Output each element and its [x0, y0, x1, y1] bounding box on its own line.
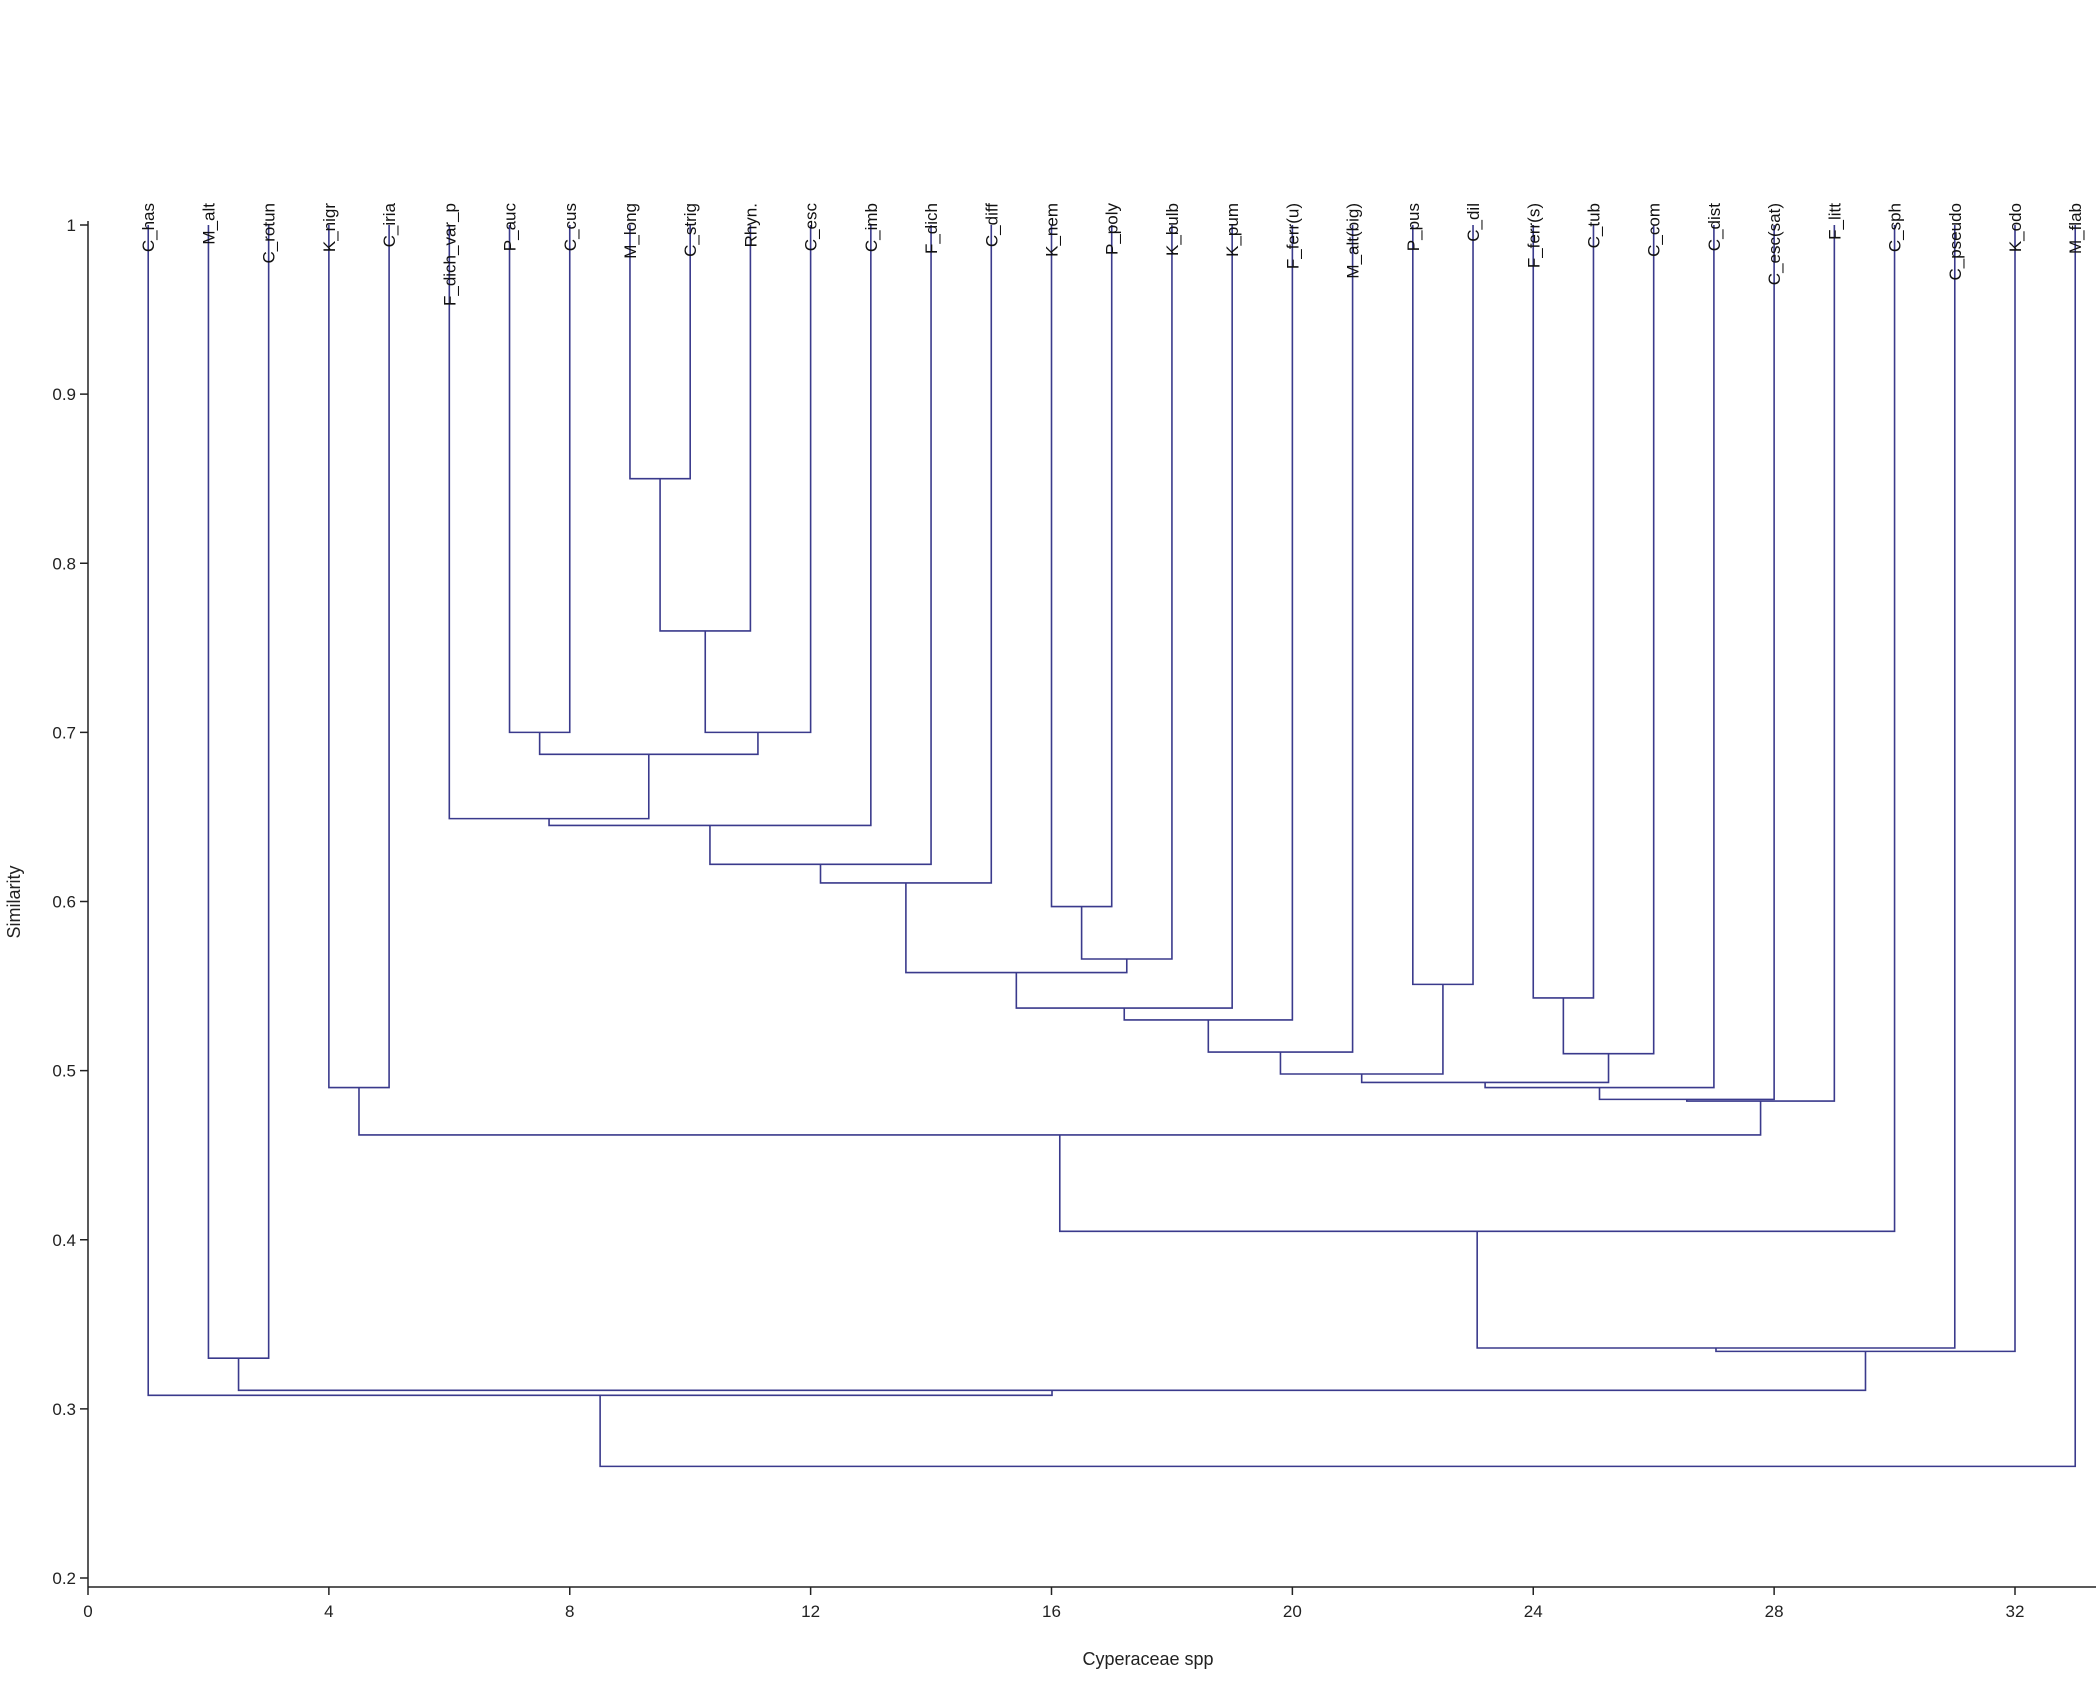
- leaf-label: C_pseudo: [1946, 203, 1965, 281]
- leaf-label: F_litt: [1825, 203, 1844, 240]
- dendrogram-link: [1123, 225, 1294, 1021]
- dendrogram-link: [147, 225, 1053, 1397]
- leaf-label: K_nem: [1043, 203, 1062, 257]
- leaf-label: F_ferr(u): [1283, 203, 1302, 269]
- leaf-label: C_cus: [561, 203, 580, 251]
- leaf-label: C_has: [139, 203, 158, 252]
- leaf-label: F_ferr(s): [1524, 203, 1543, 268]
- x-tick-label: 24: [1524, 1602, 1543, 1621]
- dendrogram-link: [709, 225, 932, 866]
- dendrogram-links: [147, 225, 2077, 1468]
- leaf-label: C_diff: [982, 203, 1001, 247]
- leaf-label: C_com: [1645, 203, 1664, 257]
- leaf-label: Rhyn.: [741, 203, 760, 247]
- dendrogram-link: [237, 1351, 1867, 1392]
- y-tick-label: 0.8: [52, 554, 76, 573]
- dendrogram-link: [1562, 225, 1655, 1055]
- dendrogram-link: [1484, 225, 1715, 1089]
- y-tick-label: 0.5: [52, 1062, 76, 1081]
- dendrogram-link: [599, 225, 2077, 1468]
- leaf-label: P_pus: [1404, 203, 1423, 251]
- x-tick-label: 32: [2006, 1602, 2025, 1621]
- leaf-label: C_sph: [1886, 203, 1905, 252]
- leaf-label: K_nigr: [320, 203, 339, 252]
- x-tick-label: 16: [1042, 1602, 1061, 1621]
- y-tick-label: 0.4: [52, 1231, 76, 1250]
- dendrogram-link: [1360, 1053, 1610, 1084]
- dendrogram-link: [548, 225, 872, 827]
- leaf-label: C_strig: [681, 203, 700, 257]
- dendrogram-link: [538, 732, 759, 756]
- dendrogram-link: [1080, 225, 1173, 960]
- dendrogram-link: [629, 225, 691, 480]
- leaf-label: F_dich: [922, 203, 941, 254]
- dendrogram-link: [1279, 984, 1444, 1075]
- dendrogram-link: [448, 225, 650, 820]
- leaf-label: M_alt(big): [1344, 203, 1363, 279]
- x-tick-label: 28: [1765, 1602, 1784, 1621]
- leaf-label: M_alt: [199, 203, 218, 245]
- leaf-label: M_long: [621, 203, 640, 259]
- dendrogram-link: [1015, 225, 1233, 1009]
- x-axis-title: Cyperaceae spp: [1082, 1649, 1213, 1669]
- dendrogram-link: [1532, 225, 1595, 999]
- leaf-label: P_poly: [1103, 203, 1122, 255]
- dendrogram-link: [1715, 225, 2016, 1353]
- leaf-label: C_tub: [1584, 203, 1603, 248]
- x-tick-label: 0: [83, 1602, 92, 1621]
- axes: 0.2 0.3 0.4 0.5 0.6 0.7 0.8 0.9 1 0 4 8 12 16 20 24 28 32: [52, 216, 2096, 1621]
- dendrogram-link: [1412, 225, 1474, 986]
- y-tick-label: 0.3: [52, 1400, 76, 1419]
- leaf-label: C_iria: [380, 202, 399, 247]
- dendrogram-link: [1207, 225, 1354, 1053]
- y-tick-label: 1: [67, 216, 76, 235]
- dendrogram-link: [905, 882, 1128, 974]
- leaf-label: C_esc: [802, 203, 821, 252]
- dendrogram-link: [819, 225, 993, 884]
- leaf-labels: C_has M_alt C_rotun K_nigr C_iria F_dich_var_…: [139, 202, 2085, 306]
- dendrogram-link: [1476, 225, 1956, 1349]
- leaf-label: C_dil: [1464, 203, 1483, 242]
- y-tick-label: 0.2: [52, 1569, 76, 1588]
- leaf-label: C_esc(sat): [1765, 203, 1784, 285]
- x-tick-label: 12: [801, 1602, 820, 1621]
- dendrogram-link: [1058, 225, 1896, 1233]
- leaf-label: C_rotun: [260, 203, 279, 263]
- leaf-label: C_dist: [1705, 203, 1724, 251]
- x-tick-label: 4: [324, 1602, 333, 1621]
- leaf-label: K_pum: [1223, 203, 1242, 257]
- dendrogram-link: [328, 225, 390, 1089]
- dendrogram-link: [659, 225, 752, 632]
- x-tick-label: 8: [565, 1602, 574, 1621]
- leaf-label: K_odo: [2006, 203, 2025, 252]
- y-tick-label: 0.9: [52, 385, 76, 404]
- leaf-label: F_dich_var_p: [440, 203, 459, 306]
- y-tick-label: 0.6: [52, 893, 76, 912]
- dendrogram-link: [207, 225, 270, 1359]
- leaf-label: C_imb: [862, 203, 881, 252]
- y-tick-label: 0.7: [52, 723, 76, 742]
- x-tick-label: 20: [1283, 1602, 1302, 1621]
- dendrogram-link: [1686, 225, 1836, 1102]
- dendrogram-link: [1050, 225, 1113, 908]
- dendrogram-link: [704, 225, 812, 734]
- leaf-label: K_bulb: [1163, 203, 1182, 256]
- dendrogram-link: [1598, 225, 1775, 1101]
- y-axis-title: Similarity: [4, 865, 24, 938]
- leaf-label: M_flab: [2066, 203, 2085, 254]
- dendrogram-link: [358, 1087, 1762, 1136]
- dendrogram-link: [508, 225, 571, 734]
- leaf-label: P_auc: [501, 203, 520, 252]
